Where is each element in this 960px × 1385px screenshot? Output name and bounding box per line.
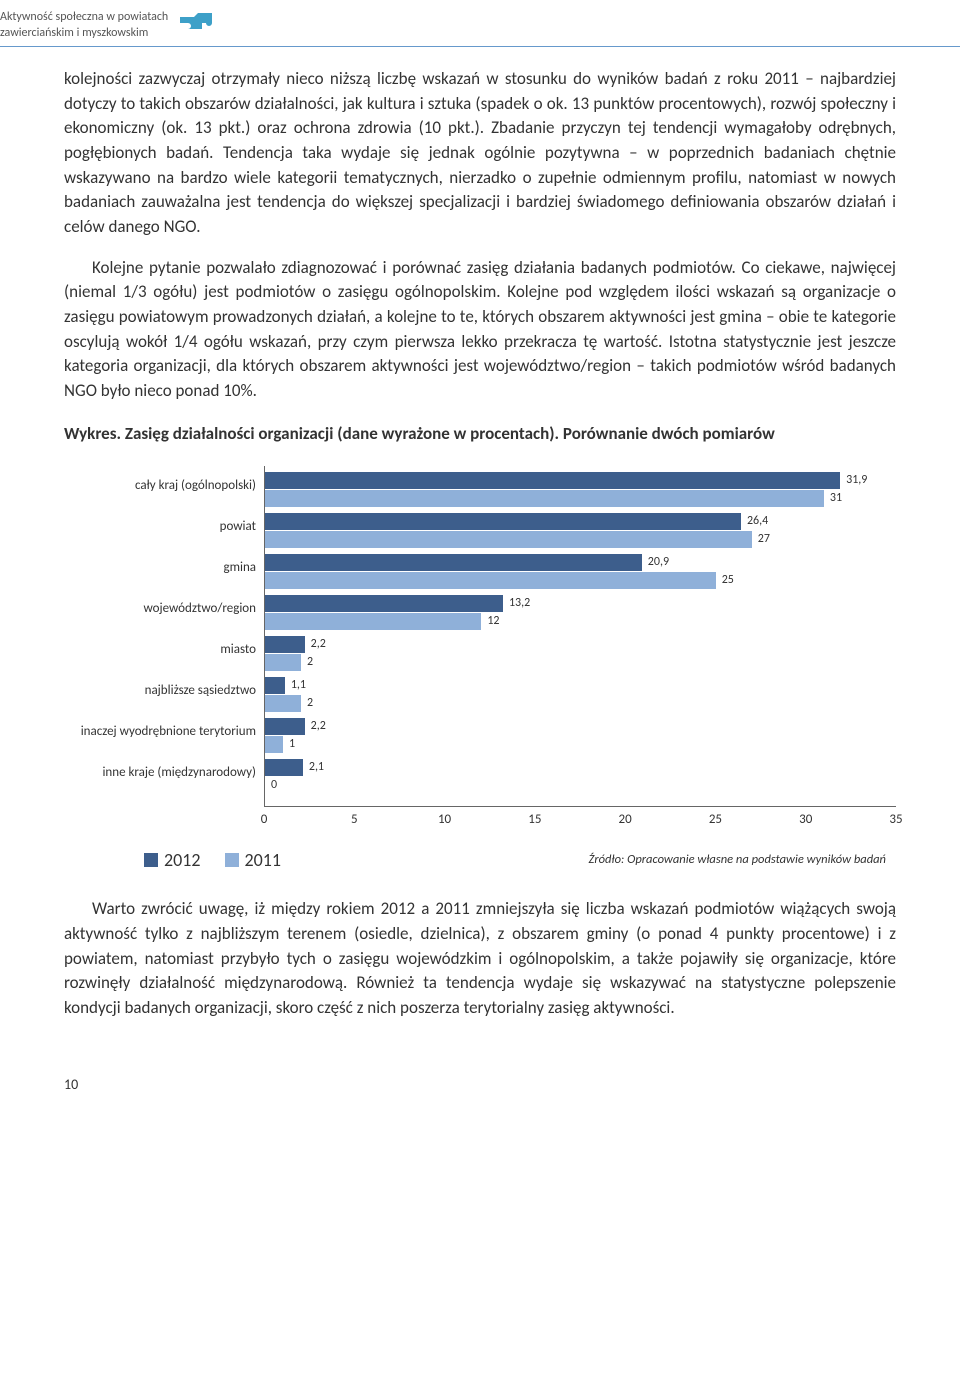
y-label: miasto bbox=[64, 630, 264, 671]
bar: 2 bbox=[265, 654, 301, 671]
legend-label-2012: 2012 bbox=[164, 847, 201, 873]
bar-value-label: 12 bbox=[481, 613, 499, 630]
x-tick: 10 bbox=[438, 811, 451, 830]
bar-group: 13,212 bbox=[265, 595, 896, 630]
legend-swatch-2012 bbox=[144, 853, 158, 867]
bar-value-label: 27 bbox=[752, 531, 770, 548]
bar: 13,2 bbox=[265, 595, 503, 612]
bar-group: 2,22 bbox=[265, 636, 896, 671]
x-tick: 5 bbox=[351, 811, 358, 830]
bar-value-label: 13,2 bbox=[503, 595, 530, 612]
bar: 1 bbox=[265, 736, 283, 753]
paragraph-1: kolejności zazwyczaj otrzymały nieco niż… bbox=[64, 67, 896, 239]
bar: 31 bbox=[265, 490, 824, 507]
bar-group: 1,12 bbox=[265, 677, 896, 712]
bar: 20,9 bbox=[265, 554, 642, 571]
header-line2: zawierciańskim i myszkowskim bbox=[0, 26, 168, 42]
bar-value-label: 25 bbox=[716, 572, 734, 589]
bar-value-label: 2,2 bbox=[305, 636, 326, 653]
bar-value-label: 1 bbox=[283, 736, 295, 753]
y-label: inaczej wyodrębnione terytorium bbox=[64, 712, 264, 753]
header-line1: Aktywność społeczna w powiatach bbox=[0, 10, 168, 26]
x-tick: 0 bbox=[261, 811, 268, 830]
bar-value-label: 2,2 bbox=[305, 718, 326, 735]
bar-value-label: 2 bbox=[301, 695, 313, 712]
bar: 2,2 bbox=[265, 718, 305, 735]
bar-value-label: 20,9 bbox=[642, 554, 669, 571]
bar-group: 20,925 bbox=[265, 554, 896, 589]
y-label: najbliższe sąsiedztwo bbox=[64, 671, 264, 712]
y-label: województwo/region bbox=[64, 589, 264, 630]
bar: 25 bbox=[265, 572, 716, 589]
bar: 2,2 bbox=[265, 636, 305, 653]
legend-label-2011: 2011 bbox=[245, 847, 282, 873]
legend-2011: 2011 bbox=[225, 847, 282, 873]
chart-title: Wykres. Zasięg działalności organizacji … bbox=[64, 422, 896, 447]
paragraph-3: Warto zwrócić uwagę, iż między rokiem 20… bbox=[64, 897, 896, 1020]
bar-group: 2,21 bbox=[265, 718, 896, 753]
bar: 2,1 bbox=[265, 759, 303, 776]
bar-group: 26,427 bbox=[265, 513, 896, 548]
puzzle-icon bbox=[180, 11, 216, 41]
y-label: powiat bbox=[64, 507, 264, 548]
bar: 26,4 bbox=[265, 513, 741, 530]
y-label: cały kraj (ogólnopolski) bbox=[64, 466, 264, 507]
bar-group: 31,931 bbox=[265, 472, 896, 507]
x-axis: 05101520253035 bbox=[264, 807, 896, 827]
x-tick: 30 bbox=[799, 811, 812, 830]
y-label: gmina bbox=[64, 548, 264, 589]
content-body: kolejności zazwyczaj otrzymały nieco niż… bbox=[0, 67, 960, 1020]
x-tick: 35 bbox=[889, 811, 902, 830]
x-tick: 25 bbox=[709, 811, 722, 830]
bar: 12 bbox=[265, 613, 481, 630]
bar-value-label: 2 bbox=[301, 654, 313, 671]
plot-area: 31,93126,42720,92513,2122,221,122,212,10 bbox=[264, 466, 896, 807]
bar-value-label: 31 bbox=[824, 490, 842, 507]
y-axis-labels: cały kraj (ogólnopolski)powiatgminawojew… bbox=[64, 466, 264, 807]
bar-value-label: 2,1 bbox=[303, 759, 324, 776]
header-title: Aktywność społeczna w powiatach zawierci… bbox=[0, 10, 180, 41]
bar: 1,1 bbox=[265, 677, 285, 694]
legend-2012: 2012 bbox=[144, 847, 201, 873]
bar: 2 bbox=[265, 695, 301, 712]
bar-value-label: 1,1 bbox=[285, 677, 306, 694]
legend-swatch-2011 bbox=[225, 853, 239, 867]
bar: 31,9 bbox=[265, 472, 840, 489]
legend-row: 2012 2011 Źródło: Opracowanie własne na … bbox=[64, 847, 896, 873]
bar-group: 2,10 bbox=[265, 759, 896, 794]
y-label: inne kraje (międzynarodowy) bbox=[64, 753, 264, 794]
x-tick: 20 bbox=[619, 811, 632, 830]
paragraph-2: Kolejne pytanie pozwalało zdiagnozować i… bbox=[64, 256, 896, 404]
page-number: 10 bbox=[0, 1036, 960, 1113]
chart-source: Źródło: Opracowanie własne na podstawie … bbox=[305, 851, 896, 869]
x-tick: 15 bbox=[528, 811, 541, 830]
bar-chart: cały kraj (ogólnopolski)powiatgminawojew… bbox=[64, 466, 896, 873]
bar-value-label: 26,4 bbox=[741, 513, 768, 530]
page-header: Aktywność społeczna w powiatach zawierci… bbox=[0, 0, 960, 47]
bar: 27 bbox=[265, 531, 752, 548]
bar-value-label: 31,9 bbox=[840, 472, 867, 489]
bar-value-label: 0 bbox=[265, 777, 277, 794]
